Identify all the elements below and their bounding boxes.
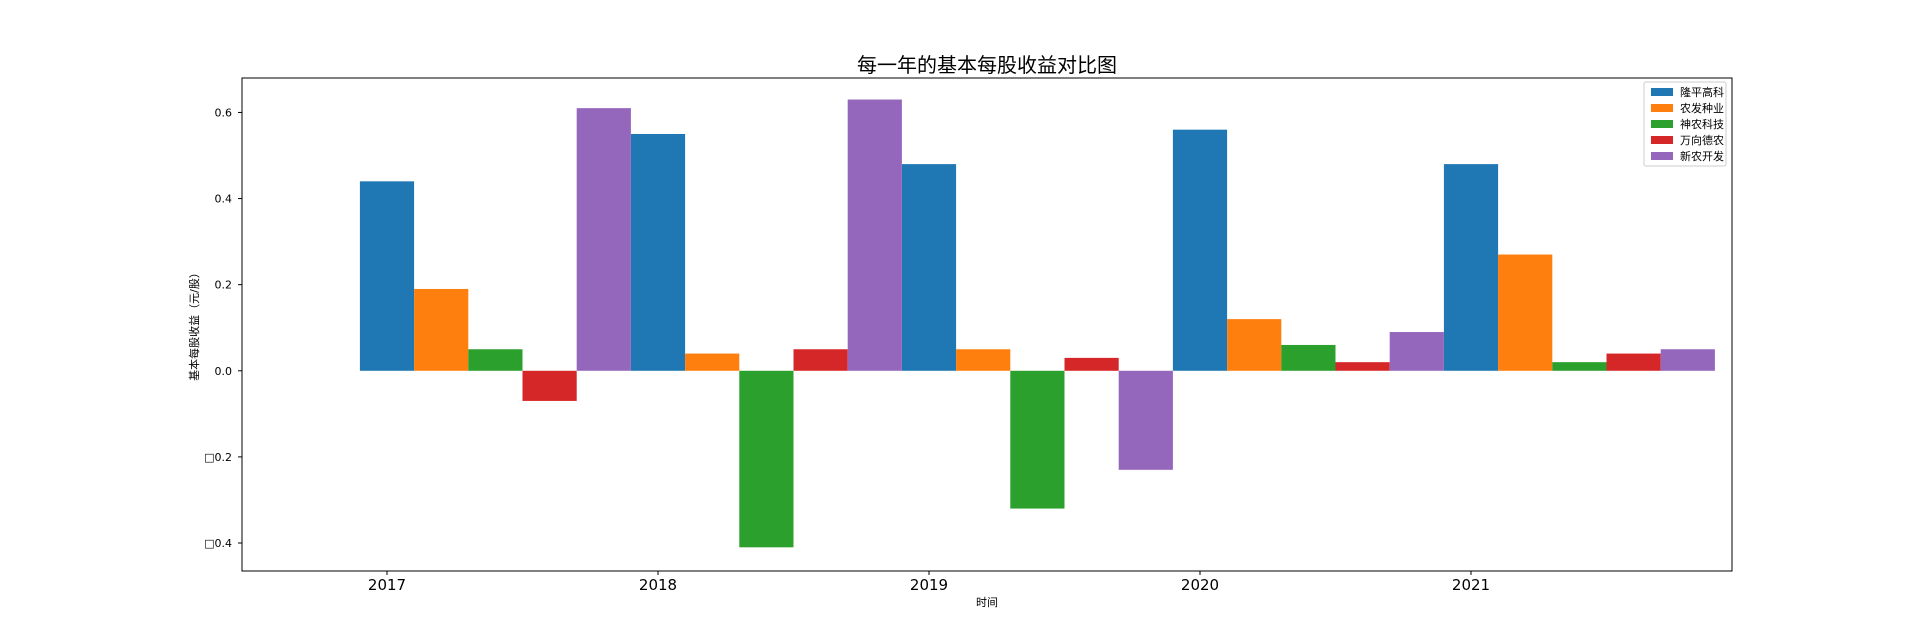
- bar-隆平高科-2018: [630, 133, 686, 371]
- y-tick-label: 0.2: [215, 279, 233, 292]
- legend-label: 农发种业: [1680, 101, 1724, 115]
- x-axis-label: 时间: [976, 596, 998, 609]
- legend-label: 神农科技: [1680, 117, 1724, 131]
- bar-隆平高科-2019: [901, 164, 957, 371]
- bar-万向德农-2019: [1064, 357, 1119, 371]
- legend-swatch: [1651, 88, 1673, 96]
- legend-swatch: [1651, 136, 1673, 144]
- bars-layer: [359, 99, 1715, 548]
- y-axis-label: 基本每股收益（元/股）: [187, 267, 201, 381]
- legend-label: 隆平高科: [1680, 85, 1724, 99]
- bar-神农科技-2021: [1552, 362, 1607, 371]
- bar-隆平高科-2021: [1443, 164, 1499, 371]
- chart-title: 每一年的基本每股收益对比图: [857, 53, 1117, 77]
- bar-神农科技-2018: [739, 370, 794, 548]
- legend-box: [1643, 81, 1727, 167]
- y-axis: □0.4 □0.2 0.0 0.2 0.4 0.6: [204, 106, 242, 550]
- bar-新农开发-2020: [1389, 332, 1444, 371]
- x-axis: 2017 2018 2019 2020 2021: [368, 571, 1490, 594]
- bar-隆平高科-2017: [359, 181, 415, 371]
- legend-label: 万向德农: [1680, 133, 1724, 147]
- bar-万向德农-2018: [793, 349, 848, 371]
- bar-神农科技-2019: [1010, 370, 1065, 509]
- bar-新农开发-2019: [1118, 370, 1173, 470]
- legend-swatch: [1651, 152, 1673, 160]
- bar-万向德农-2021: [1606, 353, 1661, 371]
- bar-隆平高科-2020: [1172, 129, 1228, 371]
- y-tick-label: 0.4: [215, 193, 233, 206]
- bar-农发种业-2017: [414, 288, 469, 371]
- bar-万向德农-2017: [522, 370, 577, 401]
- plot-frame: [241, 77, 1733, 572]
- x-tick-label: 2020: [1181, 576, 1219, 594]
- y-tick-label: □0.4: [204, 537, 232, 550]
- x-tick-label: 2017: [368, 576, 406, 594]
- bar-农发种业-2020: [1227, 319, 1282, 371]
- y-tick-label: □0.2: [204, 451, 232, 464]
- y-tick-label: 0.0: [215, 365, 233, 378]
- x-tick-label: 2021: [1452, 576, 1490, 594]
- bar-农发种业-2021: [1498, 254, 1553, 371]
- bar-新农开发-2018: [847, 99, 902, 371]
- x-tick-label: 2018: [639, 576, 677, 594]
- bar-神农科技-2020: [1281, 344, 1336, 371]
- bar-农发种业-2018: [685, 353, 740, 371]
- legend-swatch: [1651, 120, 1673, 128]
- y-tick-label: 0.6: [215, 106, 233, 119]
- bar-农发种业-2019: [956, 349, 1011, 371]
- bar-神农科技-2017: [468, 349, 523, 371]
- bar-新农开发-2017: [576, 108, 631, 371]
- bar-万向德农-2020: [1335, 362, 1390, 371]
- x-tick-label: 2019: [910, 576, 948, 594]
- bar-新农开发-2021: [1660, 349, 1715, 371]
- legend-label: 新农开发: [1680, 149, 1724, 163]
- legend-swatch: [1651, 104, 1673, 112]
